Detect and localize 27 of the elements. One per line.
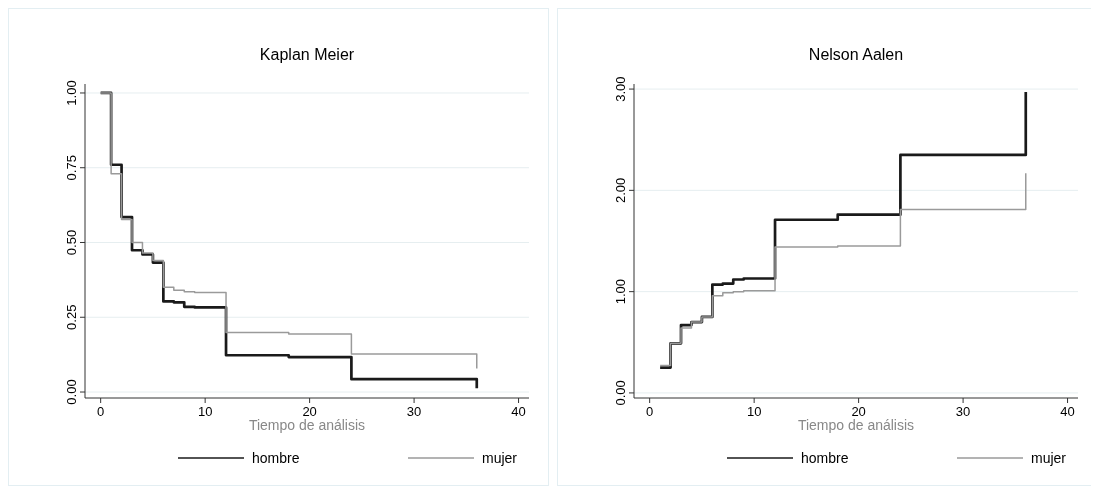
x-tick-label: 40	[511, 404, 526, 419]
x-tick-label: 20	[851, 404, 866, 419]
y-tick-label: 3.00	[613, 76, 628, 102]
y-tick-label: 0.00	[613, 380, 628, 406]
x-tick-label: 30	[955, 404, 971, 419]
x-tick-label: 20	[302, 404, 317, 419]
x-axis-title: Tiempo de análisis	[248, 417, 366, 433]
y-tick-label: 0.50	[64, 229, 79, 256]
x-tick-label: 30	[406, 404, 422, 419]
x-tick-label: 10	[746, 404, 762, 419]
y-tick-label: 2.00	[613, 177, 628, 204]
y-tick-label: 0.00	[64, 379, 79, 405]
chart-title: Kaplan Meier	[259, 46, 355, 63]
legend-label: hombre	[252, 450, 300, 466]
y-tick-label: 0.25	[64, 304, 79, 330]
x-axis-title: Tiempo de análisis	[797, 417, 915, 433]
y-tick-label: 0.75	[64, 155, 79, 181]
chart-title: Nelson Aalen	[808, 46, 904, 63]
x-tick-label: 40	[1060, 404, 1075, 419]
legend-label: hombre	[801, 450, 849, 466]
y-tick-label: 1.00	[613, 278, 628, 305]
legend-label: mujer	[482, 450, 518, 466]
x-tick-label: 0	[646, 404, 654, 419]
x-tick-label: 10	[197, 404, 213, 419]
y-tick-label: 1.00	[64, 80, 79, 106]
x-tick-label: 0	[97, 404, 105, 419]
legend-label: mujer	[1031, 450, 1067, 466]
